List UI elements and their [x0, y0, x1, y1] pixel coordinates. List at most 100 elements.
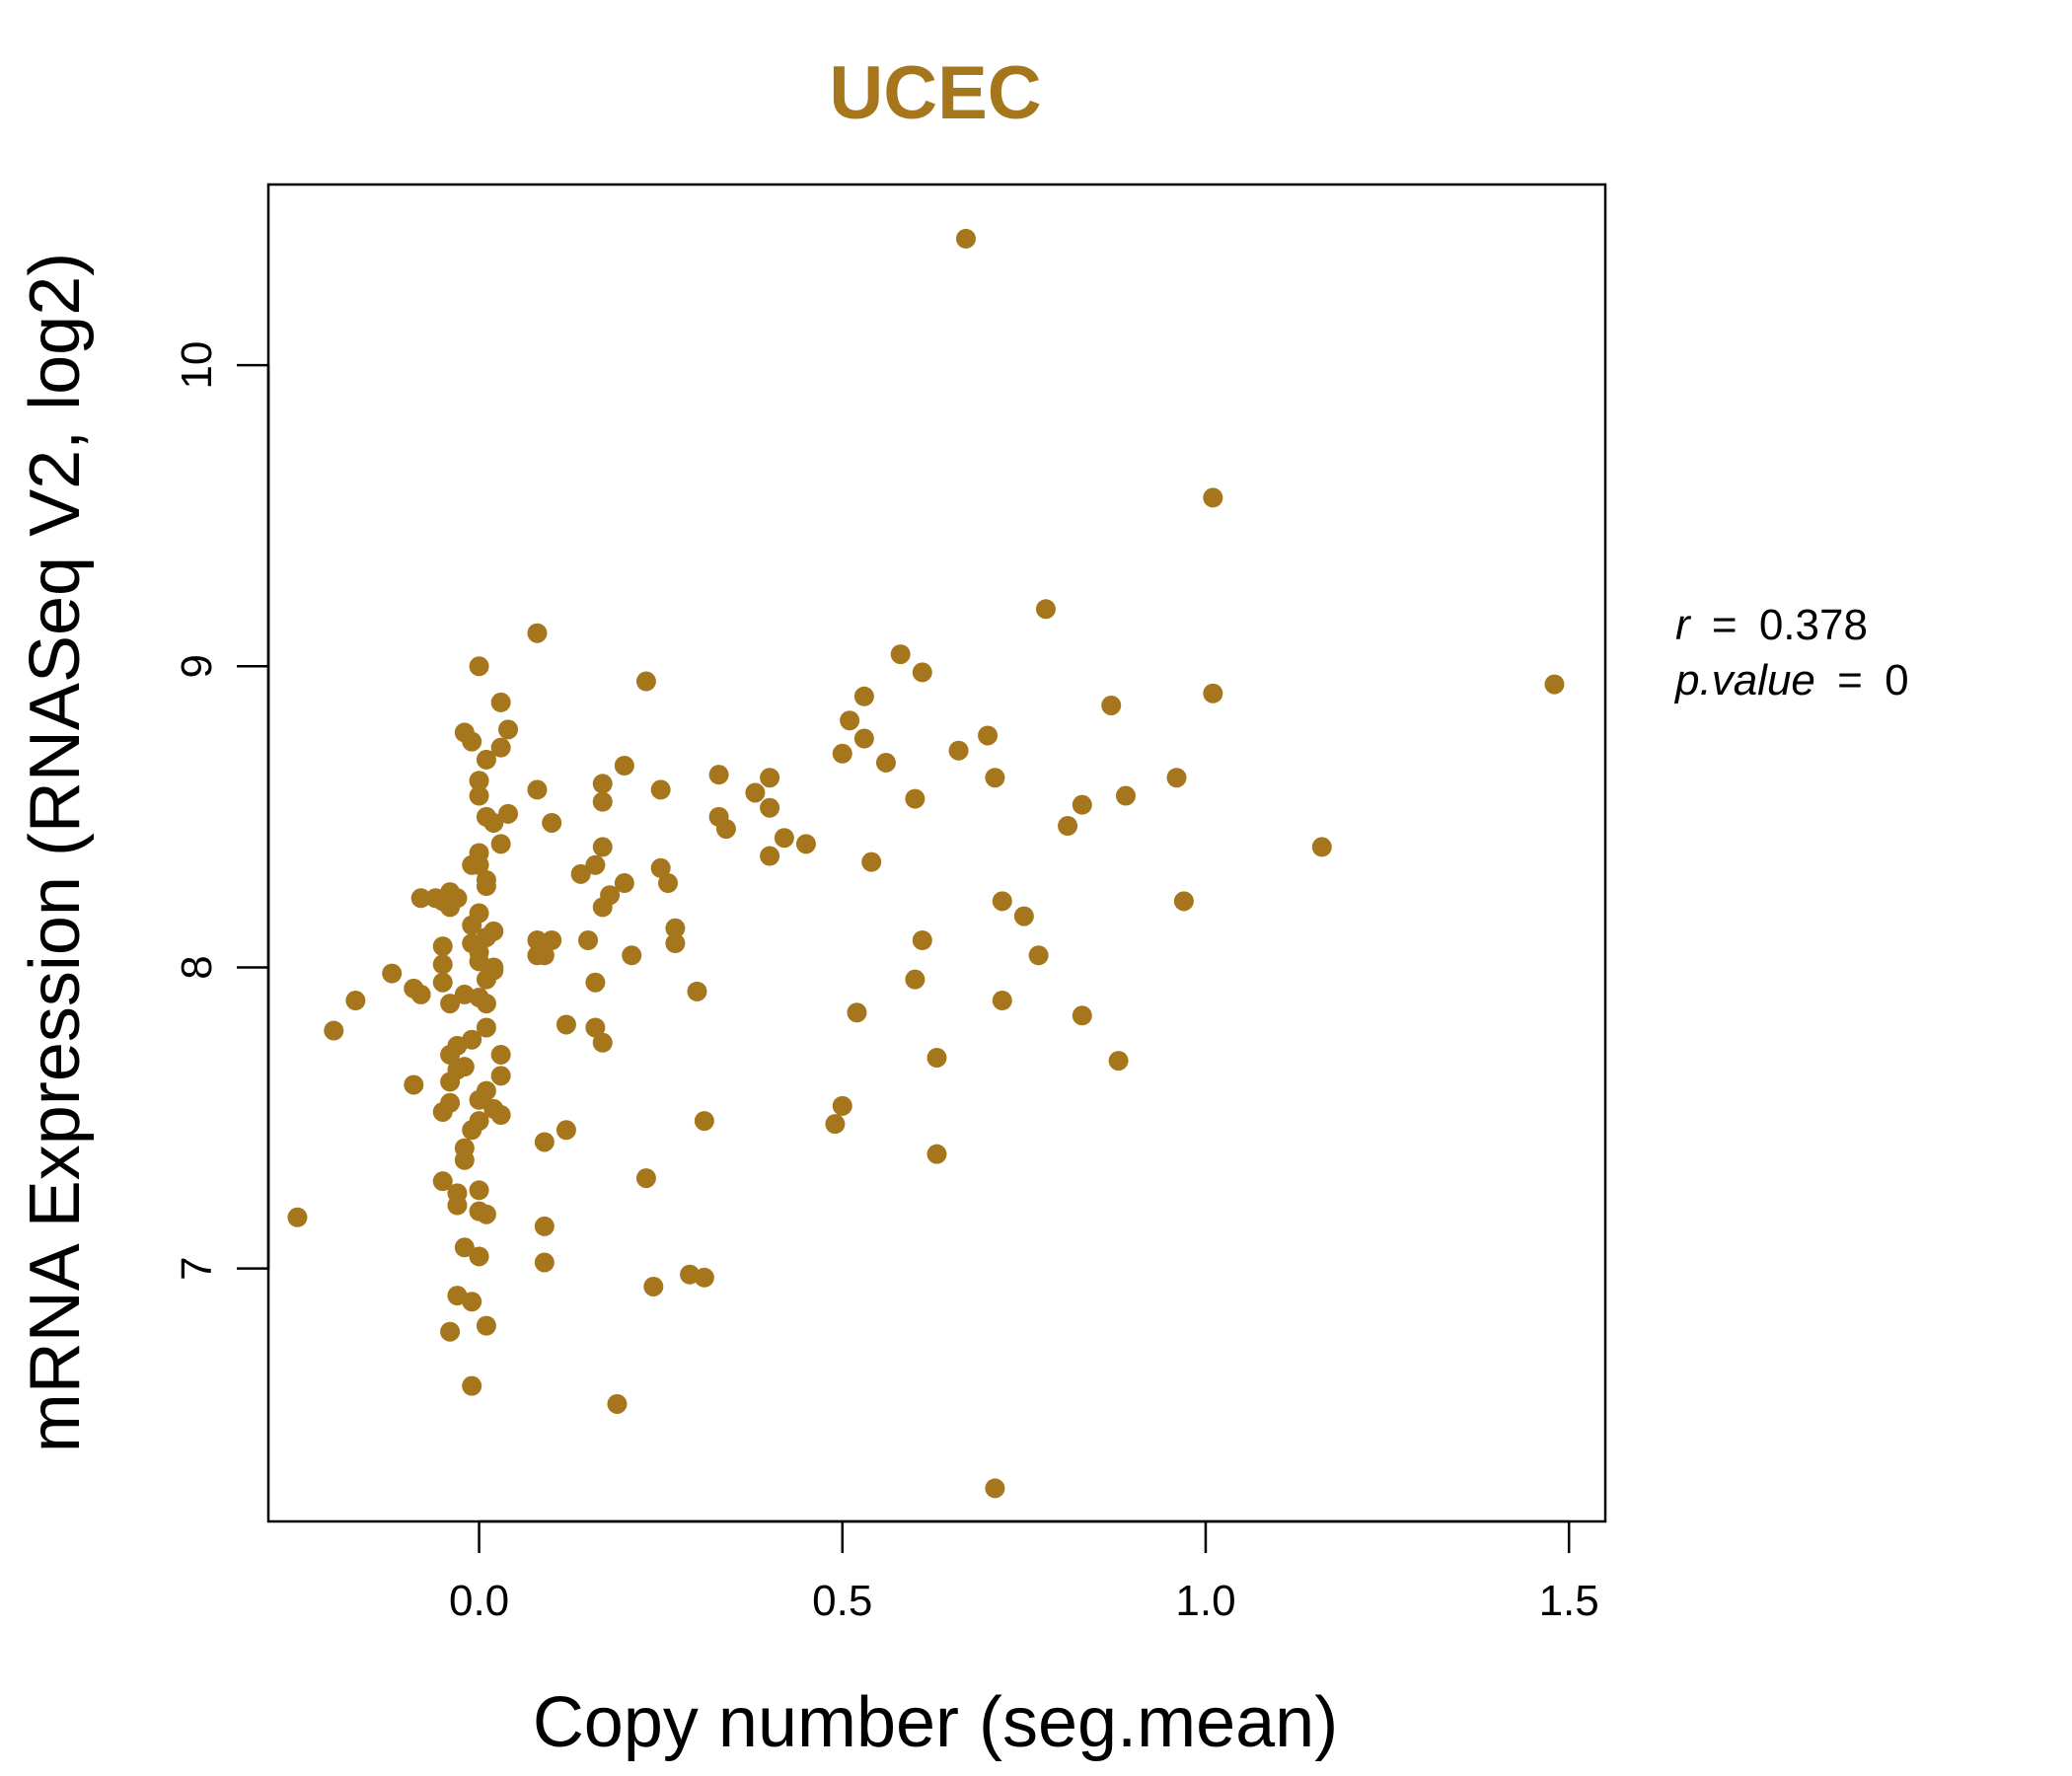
- data-point: [614, 755, 634, 776]
- data-point: [1028, 945, 1049, 966]
- x-tick-label: 0.0: [449, 1577, 509, 1625]
- data-point: [592, 1032, 613, 1053]
- data-point: [498, 719, 519, 740]
- data-point: [585, 854, 606, 875]
- data-point: [847, 1002, 867, 1023]
- r-label: r: [1675, 601, 1692, 649]
- plot-frame: [266, 183, 1607, 1523]
- data-point: [476, 749, 496, 770]
- data-point: [404, 1074, 424, 1095]
- data-point: [912, 662, 932, 683]
- data-point: [469, 771, 489, 791]
- data-point: [476, 969, 496, 990]
- data-point: [760, 768, 780, 788]
- data-point: [476, 1017, 496, 1038]
- data-point: [745, 782, 766, 803]
- data-point: [490, 1066, 511, 1086]
- data-point: [1108, 1051, 1129, 1072]
- data-point: [665, 918, 686, 938]
- data-point: [527, 623, 548, 643]
- data-point: [1072, 1005, 1092, 1026]
- data-point: [1013, 906, 1034, 926]
- data-point: [985, 768, 1005, 788]
- data-point: [905, 788, 925, 809]
- data-point: [658, 873, 679, 894]
- data-point: [592, 837, 613, 857]
- data-point: [635, 671, 656, 692]
- data-point: [643, 1276, 664, 1296]
- data-point: [687, 981, 707, 1001]
- x-axis: 0.0 0.5 1.0 1.5: [449, 1519, 1599, 1625]
- data-point: [432, 1101, 453, 1122]
- data-point: [483, 812, 504, 833]
- data-point: [462, 1375, 482, 1396]
- data-point: [462, 1120, 482, 1141]
- data-point: [432, 1171, 453, 1192]
- svg-text:r = 0.378: r = 0.378: [1675, 601, 1868, 649]
- data-point: [440, 882, 461, 903]
- data-point: [432, 936, 453, 957]
- data-point: [840, 710, 860, 731]
- data-point: [578, 930, 599, 951]
- y-tick-label: 7: [173, 1256, 221, 1280]
- data-point: [440, 1072, 461, 1092]
- data-point: [527, 779, 548, 800]
- data-point: [592, 774, 613, 794]
- data-point: [527, 930, 548, 951]
- x-tick-label: 1.5: [1539, 1577, 1599, 1625]
- data-point: [440, 1044, 461, 1065]
- data-point: [570, 863, 591, 884]
- p-equals: =: [1837, 656, 1863, 704]
- data-point: [462, 1292, 482, 1312]
- data-point: [410, 888, 431, 909]
- data-point: [992, 991, 1012, 1011]
- data-point: [447, 1195, 468, 1216]
- data-point: [440, 1321, 461, 1342]
- data-point: [760, 797, 780, 818]
- y-tick-label: 9: [173, 654, 221, 678]
- data-point: [694, 1111, 714, 1132]
- y-axis: 7 8 9 10: [173, 341, 270, 1281]
- x-tick-label: 0.5: [812, 1577, 872, 1625]
- data-point: [926, 1048, 947, 1069]
- data-point: [708, 765, 729, 785]
- data-point: [410, 984, 431, 1004]
- data-point: [1311, 837, 1332, 857]
- y-axis-title: mRNA Expression (RNASeq V2, log2): [16, 253, 95, 1452]
- data-point: [955, 228, 976, 249]
- r-equals: =: [1712, 601, 1738, 649]
- data-point: [1166, 768, 1187, 788]
- svg-text:p.value = 0: p.value = 0: [1673, 656, 1909, 704]
- data-point: [469, 785, 489, 806]
- data-point: [476, 1315, 496, 1336]
- data-point: [912, 930, 932, 951]
- y-tick-label: 8: [173, 955, 221, 979]
- data-point: [345, 991, 366, 1011]
- data-point: [490, 692, 511, 712]
- data-point: [469, 1089, 489, 1110]
- data-point: [542, 930, 562, 951]
- data-point: [795, 834, 816, 854]
- data-point: [978, 725, 999, 746]
- data-point: [992, 891, 1012, 912]
- data-point: [890, 644, 911, 665]
- data-point: [469, 1180, 489, 1201]
- data-point: [542, 812, 562, 833]
- data-point: [694, 1267, 714, 1288]
- data-point: [635, 1168, 656, 1189]
- data-point: [650, 779, 671, 800]
- correlation-stats: r = 0.378 p.value = 0: [1673, 601, 1909, 704]
- data-point: [622, 945, 642, 966]
- data-point: [861, 851, 882, 872]
- data-point: [469, 1246, 489, 1267]
- data-point: [905, 969, 925, 990]
- data-point: [462, 915, 482, 935]
- x-tick-label: 1.0: [1175, 1577, 1235, 1625]
- data-point: [1544, 674, 1565, 695]
- data-point: [534, 1216, 555, 1236]
- data-point: [490, 1044, 511, 1065]
- data-point: [853, 728, 874, 749]
- data-point: [462, 731, 482, 752]
- data-point: [1072, 794, 1092, 815]
- data-point: [1058, 816, 1078, 837]
